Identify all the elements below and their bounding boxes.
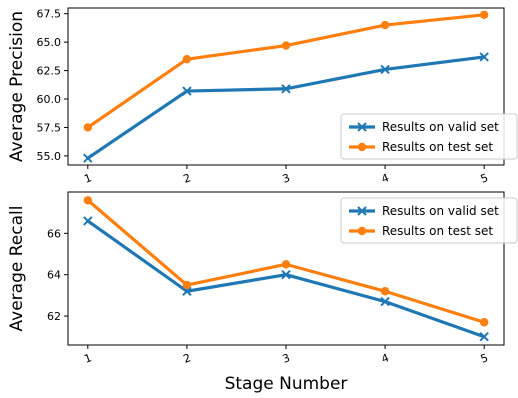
y-axis-label: Average Recall — [7, 206, 27, 332]
data-point — [380, 64, 390, 75]
x-axis-label: Stage Number — [225, 374, 348, 394]
x-tick-label: 5 — [479, 171, 490, 186]
data-point — [281, 41, 291, 50]
x-tick-label: 3 — [281, 171, 292, 186]
panel-recall: 62 64 66 1 2 3 4 5 Average Recall Stage Number Res… — [7, 191, 518, 394]
legend-marker — [357, 122, 367, 132]
legend-label: Results on valid set — [382, 120, 499, 134]
data-point — [479, 332, 489, 342]
data-point — [182, 86, 192, 96]
x-marker-stroke — [380, 64, 390, 75]
data-point — [83, 196, 93, 205]
legend-entry: Results on test set — [349, 140, 493, 154]
data-point — [281, 260, 291, 269]
data-point — [83, 216, 93, 226]
data-point — [479, 318, 489, 327]
legend: Results on valid set Results on test set — [340, 197, 518, 244]
legend-box — [340, 197, 518, 244]
data-point — [380, 287, 390, 296]
x-marker-stroke — [380, 296, 390, 307]
data-point — [182, 280, 192, 290]
x-marker-stroke — [83, 216, 93, 226]
x-marker-stroke — [479, 52, 489, 62]
data-point — [83, 153, 93, 163]
legend-label: Results on test set — [382, 140, 493, 154]
legend-box — [340, 113, 518, 160]
x-tick-label: 4 — [380, 351, 391, 366]
legend-marker — [357, 142, 367, 152]
x-tick-label: 1 — [82, 171, 93, 186]
series-line — [86, 13, 486, 130]
legend-label: Results on test set — [382, 224, 493, 238]
y-tick-label: 67.5 — [37, 8, 62, 21]
series-valid — [83, 52, 489, 163]
x-marker-stroke — [83, 153, 93, 163]
x-marker-stroke — [479, 332, 489, 342]
x-tick-label: 4 — [380, 171, 391, 186]
x-marker-stroke — [182, 86, 192, 96]
y-tick-label: 64 — [47, 269, 61, 282]
legend-marker — [357, 226, 367, 236]
y-tick-label: 65.0 — [37, 36, 62, 49]
data-point — [380, 20, 390, 30]
x-marker-stroke — [182, 286, 192, 296]
series-test — [83, 10, 489, 132]
x-tick-label: 3 — [281, 351, 292, 366]
data-point — [281, 84, 291, 94]
x-tick-label: 2 — [182, 351, 193, 366]
legend: Results on valid set Results on test set — [340, 113, 518, 160]
legend-entry: Results on valid set — [349, 204, 499, 218]
legend-label: Results on valid set — [382, 204, 499, 218]
legend-entry: Results on valid set — [349, 120, 499, 134]
y-tick-label: 55.0 — [37, 150, 62, 163]
series-valid — [83, 216, 489, 342]
series-test — [83, 196, 489, 327]
data-point — [479, 52, 489, 62]
data-point — [380, 296, 390, 307]
x-tick-label: 1 — [82, 351, 93, 366]
y-tick-label: 62.5 — [37, 65, 62, 78]
panel-precision: 55.0 57.5 60.0 62.5 65.0 67.5 1 2 3 4 5 Average Pre… — [7, 7, 518, 186]
legend-marker — [357, 206, 367, 216]
legend-entry: Results on test set — [349, 224, 493, 238]
y-tick-label: 60.0 — [37, 93, 62, 106]
y-tick-label: 57.5 — [37, 121, 62, 134]
y-axis-label: Average Precision — [7, 11, 27, 162]
x-marker-stroke — [281, 269, 291, 280]
y-tick-label: 62 — [47, 310, 61, 323]
y-tick-label: 66 — [47, 227, 61, 240]
data-point — [182, 54, 192, 64]
data-point — [479, 10, 489, 20]
data-point — [281, 269, 291, 280]
x-tick-label: 5 — [479, 351, 490, 366]
data-point — [83, 123, 93, 132]
x-tick-label: 2 — [182, 171, 193, 186]
x-marker-stroke — [281, 84, 291, 94]
data-point — [182, 286, 192, 296]
